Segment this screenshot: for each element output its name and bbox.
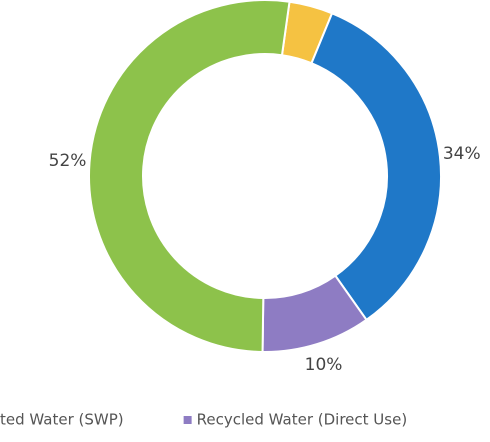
data-label: 52% <box>49 151 87 171</box>
data-label: 10% <box>305 355 343 375</box>
donut-slice <box>310 11 442 322</box>
data-label: 34% <box>443 144 481 164</box>
legend-marker <box>183 416 192 424</box>
legend-label: Recycled Water (Direct Use) <box>197 411 408 429</box>
legend-label: ted Water (SWP) <box>0 411 124 429</box>
donut-slice <box>88 0 291 353</box>
